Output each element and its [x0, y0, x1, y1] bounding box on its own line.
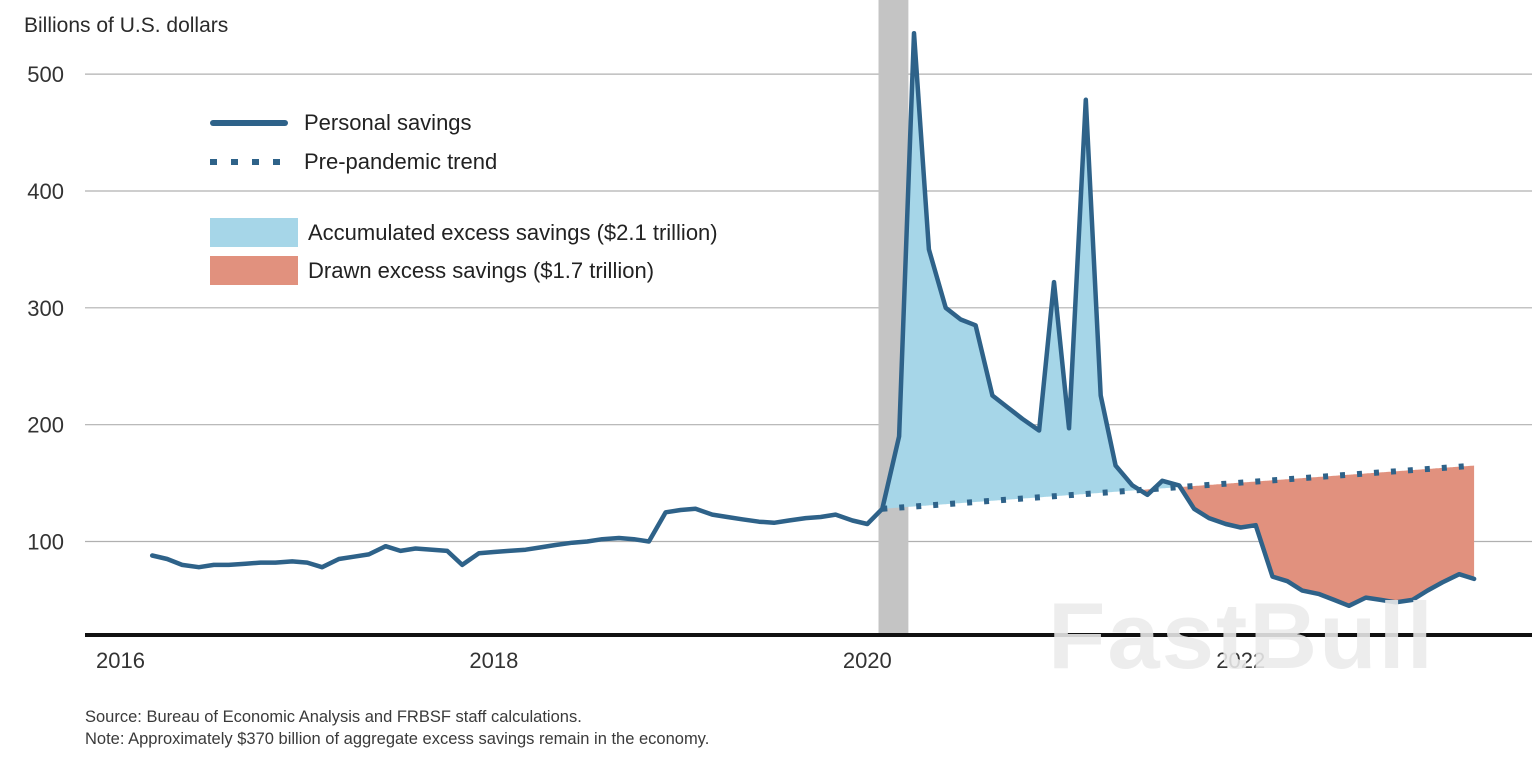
drawn-swatch [210, 256, 298, 285]
legend-item-personal-savings: Personal savings [210, 108, 718, 137]
svg-text:500: 500 [27, 62, 64, 87]
svg-text:300: 300 [27, 296, 64, 321]
note-text: Note: Approximately $370 billion of aggr… [85, 730, 710, 748]
svg-text:200: 200 [27, 413, 64, 438]
legend-label-personal-savings: Personal savings [304, 109, 472, 135]
svg-text:2016: 2016 [96, 648, 145, 673]
legend-label-pre-pandemic-trend: Pre-pandemic trend [304, 148, 498, 174]
svg-text:2022: 2022 [1216, 648, 1265, 673]
svg-text:2018: 2018 [469, 648, 518, 673]
chart-title: Billions of U.S. dollars [24, 14, 229, 37]
svg-text:2020: 2020 [843, 648, 892, 673]
legend-item-pre-pandemic-trend: Pre-pandemic trend [210, 147, 718, 176]
svg-text:100: 100 [27, 530, 64, 555]
legend-item-drawn-excess-savings: Drawn excess savings ($1.7 trillion) [210, 256, 718, 285]
dotted-line-sample [210, 158, 288, 165]
solid-line-sample [210, 119, 288, 126]
legend-item-accumulated-excess-savings: Accumulated excess savings ($2.1 trillio… [210, 218, 718, 247]
legend-label-drawn-excess-savings: Drawn excess savings ($1.7 trillion) [308, 257, 655, 283]
source-text: Source: Bureau of Economic Analysis and … [85, 708, 582, 726]
chart-legend: Personal savings Pre-pandemic trend Accu… [210, 108, 718, 285]
accumulated-swatch [210, 218, 298, 247]
legend-label-accumulated-excess-savings: Accumulated excess savings ($2.1 trillio… [308, 219, 718, 245]
chart-footer: Source: Bureau of Economic Analysis and … [85, 706, 709, 750]
svg-text:400: 400 [27, 179, 64, 204]
